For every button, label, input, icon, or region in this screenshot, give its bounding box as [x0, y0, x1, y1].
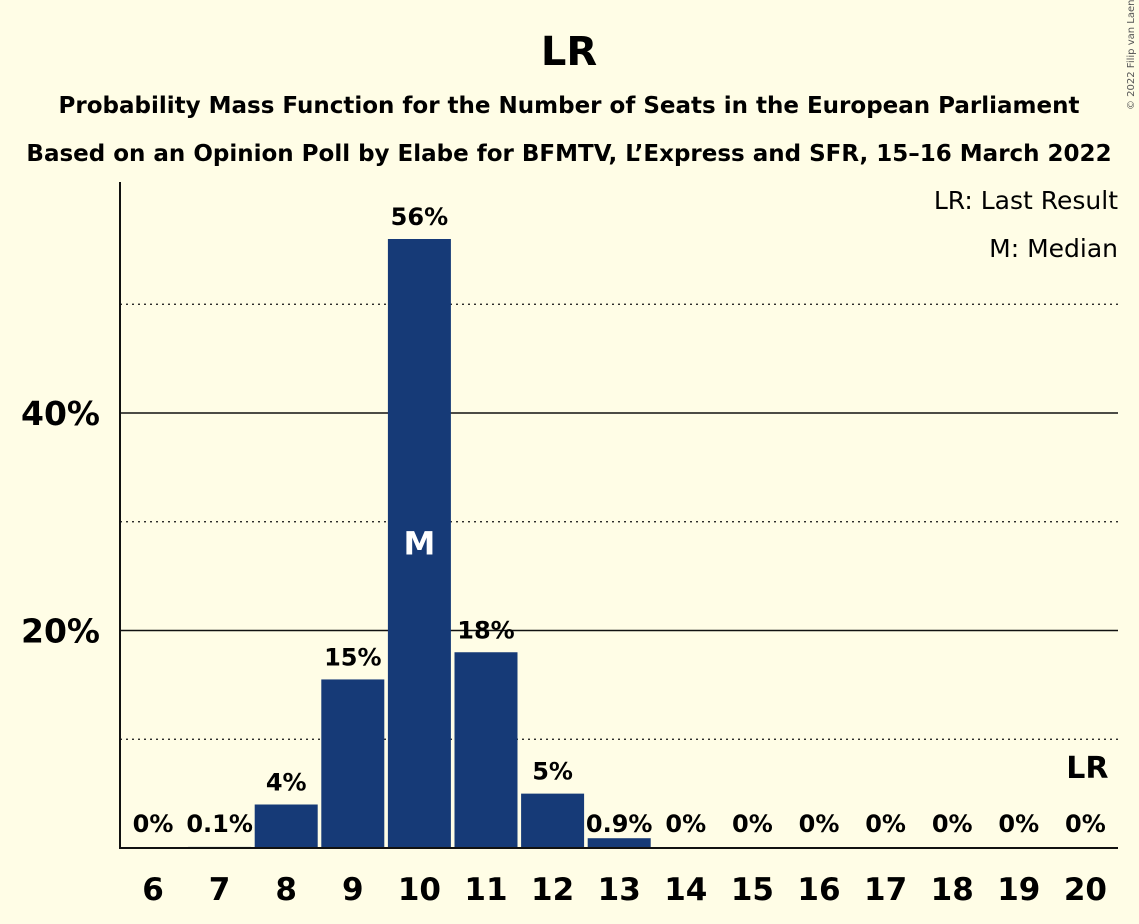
value-label-8: 4% [266, 769, 307, 797]
chart-subtitle-line-1: Probability Mass Function for the Number… [59, 93, 1080, 119]
y-axis-ticks: 20% 40% [21, 394, 100, 651]
x-tick-label-18: 18 [931, 872, 974, 908]
x-tick-label-8: 8 [275, 872, 297, 908]
x-tick-label-15: 15 [731, 872, 774, 908]
last-result-marker: LR [1066, 751, 1108, 786]
value-label-13: 0.9% [586, 810, 653, 838]
x-tick-label-10: 10 [398, 872, 441, 908]
value-label-10: 56% [391, 203, 448, 231]
legend-median: M: Median [989, 234, 1118, 263]
y-tick-label-1: 40% [21, 394, 100, 433]
value-label-15: 0% [732, 810, 773, 838]
x-tick-label-6: 6 [142, 872, 164, 908]
bar-9 [321, 679, 385, 848]
value-label-14: 0% [665, 810, 706, 838]
value-label-11: 18% [457, 616, 514, 644]
value-labels: 0% 0.1% 4% 15% 56% 18% 5% 0.9% 0% 0% 0% 0% 0% 0% 0% [133, 203, 1106, 838]
copyright-notice: © 2022 Filip van Laenen [1126, 0, 1137, 110]
bar-12 [521, 793, 585, 848]
median-marker: M [403, 525, 435, 563]
chart-title: LR [541, 29, 597, 75]
bar-8 [254, 804, 318, 848]
markers: M LR [403, 525, 1108, 787]
x-tick-label-9: 9 [342, 872, 364, 908]
value-label-12: 5% [532, 758, 573, 786]
x-tick-label-12: 12 [531, 872, 574, 908]
bar-11 [454, 652, 518, 848]
value-label-9: 15% [324, 643, 381, 671]
bar-13 [587, 838, 651, 848]
value-label-6: 0% [133, 810, 174, 838]
y-tick-label-0: 20% [21, 612, 100, 651]
x-tick-label-17: 17 [864, 872, 907, 908]
bar-10 [387, 239, 451, 848]
value-label-7: 0.1% [186, 810, 253, 838]
x-axis-ticks: 6 7 8 9 10 11 12 13 14 15 16 17 18 19 20 [142, 872, 1107, 908]
chart-subtitle-line-2: Based on an Opinion Poll by Elabe for BF… [26, 141, 1111, 167]
value-label-17: 0% [865, 810, 906, 838]
x-tick-label-7: 7 [209, 872, 231, 908]
gridlines [120, 303, 1118, 740]
value-label-16: 0% [799, 810, 840, 838]
bars [188, 239, 651, 848]
x-tick-label-16: 16 [797, 872, 840, 908]
x-tick-label-13: 13 [598, 872, 641, 908]
x-tick-label-19: 19 [997, 872, 1040, 908]
x-tick-label-11: 11 [464, 872, 507, 908]
value-label-19: 0% [998, 810, 1039, 838]
legend-last-result: LR: Last Result [934, 186, 1118, 215]
x-tick-label-20: 20 [1064, 872, 1107, 908]
value-label-18: 0% [932, 810, 973, 838]
value-label-20: 0% [1065, 810, 1106, 838]
x-tick-label-14: 14 [664, 872, 707, 908]
